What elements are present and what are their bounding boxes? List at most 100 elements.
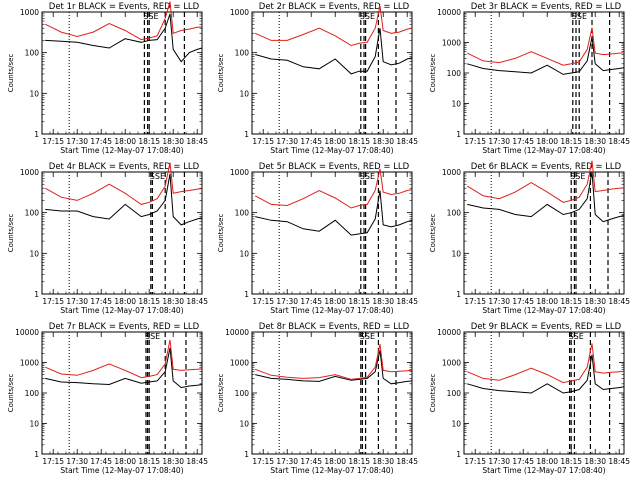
- x-tick-label: 18:45: [186, 137, 208, 146]
- panel-title: Det 6r BLACK = Events, RED = LLD: [471, 162, 622, 172]
- y-tick-label: 10: [451, 420, 461, 429]
- y-tick-label: 10: [239, 249, 249, 258]
- y-tick-label: 10000: [437, 328, 461, 337]
- plot-frame: [251, 11, 413, 135]
- x-tick-label: 18:45: [608, 137, 630, 146]
- plot-frame: [251, 171, 413, 295]
- x-tick-label: 17:45: [300, 297, 322, 306]
- x-tick-label: 18:15: [560, 457, 582, 466]
- detector-panel: Det 5r BLACK = Events, RED = LLD 1 10 100 10…: [217, 162, 418, 315]
- y-axis-label: Counts/sec: [7, 214, 15, 253]
- region-marker-label: SSE: [360, 172, 375, 181]
- plot-frame: [251, 331, 413, 455]
- y-tick-label: 10: [451, 249, 461, 258]
- region-marker-label: SSE: [572, 12, 587, 21]
- x-axis-label: Start Time (12-May-07 17:08:40): [60, 466, 183, 475]
- x-tick-label: 18:45: [396, 297, 418, 306]
- x-tick-label: 18:30: [372, 457, 394, 466]
- x-tick-label: 18:30: [584, 457, 606, 466]
- events-series-line: [45, 347, 203, 389]
- plot-frame: [41, 171, 203, 295]
- x-tick-label: 18:30: [584, 297, 606, 306]
- detector-panel: Det 9r BLACK = Events, RED = LLD 1 10 100 10…: [429, 322, 630, 475]
- lld-series-line: [44, 1, 203, 41]
- x-tick-label: 18:45: [396, 137, 418, 146]
- x-tick-label: 17:15: [42, 137, 64, 146]
- y-axis-label: Counts/sec: [217, 54, 225, 93]
- lld-series-line: [45, 339, 203, 379]
- y-tick-label: 1: [244, 450, 249, 459]
- y-tick-label: 10000: [437, 8, 461, 17]
- x-tick-label: 18:15: [138, 457, 160, 466]
- x-tick-label: 17:30: [276, 137, 298, 146]
- x-tick-label: 17:15: [42, 297, 64, 306]
- y-tick-label: 100: [235, 209, 250, 218]
- y-axis-label: Counts/sec: [429, 54, 437, 93]
- y-tick-label: 10: [29, 249, 39, 258]
- y-tick-label: 1: [34, 130, 39, 139]
- panel-title: Det 3r BLACK = Events, RED = LLD: [471, 2, 622, 12]
- x-tick-label: 17:15: [252, 457, 274, 466]
- y-tick-label: 1: [456, 290, 461, 299]
- x-axis-label: Start Time (12-May-07 17:08:40): [482, 146, 605, 155]
- y-tick-label: 1000: [442, 359, 461, 368]
- x-tick-label: 18:30: [372, 137, 394, 146]
- x-tick-label: 18:00: [536, 137, 558, 146]
- x-tick-label: 18:00: [324, 457, 346, 466]
- x-tick-label: 17:15: [464, 137, 486, 146]
- y-tick-label: 1000: [442, 168, 461, 177]
- x-tick-label: 17:30: [66, 297, 88, 306]
- x-tick-label: 18:30: [162, 457, 184, 466]
- y-tick-label: 1000: [230, 359, 249, 368]
- x-tick-label: 17:30: [66, 457, 88, 466]
- region-marker-label: SSE: [143, 12, 158, 21]
- x-axis-label: Start Time (12-May-07 17:08:40): [482, 306, 605, 315]
- y-tick-label: 1: [456, 130, 461, 139]
- events-series-line: [45, 13, 203, 63]
- y-axis-label: Counts/sec: [217, 374, 225, 413]
- events-series-line: [255, 350, 413, 385]
- x-tick-label: 18:15: [348, 297, 370, 306]
- x-axis-label: Start Time (12-May-07 17:08:40): [60, 146, 183, 155]
- events-series-line: [467, 354, 625, 394]
- region-marker-label: SSE: [145, 332, 160, 341]
- panel-title: Det 7r BLACK = Events, RED = LLD: [49, 322, 200, 332]
- detector-panel: Det 3r BLACK = Events, RED = LLD 1 10 100 10…: [429, 2, 630, 155]
- lld-series-line: [255, 343, 413, 380]
- y-tick-label: 10000: [15, 328, 39, 337]
- x-tick-label: 18:15: [560, 297, 582, 306]
- plot-frame: [41, 11, 203, 135]
- x-axis-label: Start Time (12-May-07 17:08:40): [482, 466, 605, 475]
- x-tick-label: 18:15: [348, 137, 370, 146]
- panel-title: Det 9r BLACK = Events, RED = LLD: [471, 322, 622, 332]
- x-tick-label: 18:00: [324, 137, 346, 146]
- x-tick-label: 17:15: [464, 297, 486, 306]
- y-tick-label: 1000: [20, 8, 39, 17]
- x-tick-label: 17:15: [252, 297, 274, 306]
- x-tick-label: 17:45: [300, 457, 322, 466]
- y-tick-label: 100: [25, 49, 40, 58]
- y-tick-label: 1000: [230, 168, 249, 177]
- detector-panel: Det 8r BLACK = Events, RED = LLD 1 10 100 10…: [217, 322, 418, 475]
- y-tick-label: 100: [447, 209, 462, 218]
- panel-title: Det 5r BLACK = Events, RED = LLD: [259, 162, 410, 172]
- lld-series-line: [254, 168, 413, 209]
- detector-panel: Det 1r BLACK = Events, RED = LLD 1 10 100 10…: [7, 1, 208, 155]
- region-marker-label: SSE: [570, 172, 585, 181]
- y-tick-label: 10: [239, 89, 249, 98]
- detector-panel: Det 7r BLACK = Events, RED = LLD 1 10 100 10…: [7, 322, 208, 475]
- events-series-line: [467, 171, 625, 223]
- y-tick-label: 1: [34, 450, 39, 459]
- x-tick-label: 17:15: [464, 457, 486, 466]
- y-tick-label: 100: [235, 389, 250, 398]
- y-tick-label: 100: [235, 49, 250, 58]
- y-tick-label: 100: [25, 389, 40, 398]
- y-tick-label: 1000: [230, 8, 249, 17]
- x-tick-label: 17:15: [42, 457, 64, 466]
- x-tick-label: 17:30: [488, 297, 510, 306]
- x-tick-label: 17:30: [488, 457, 510, 466]
- y-tick-label: 1000: [20, 168, 39, 177]
- lld-series-line: [44, 162, 203, 205]
- x-tick-label: 18:45: [608, 457, 630, 466]
